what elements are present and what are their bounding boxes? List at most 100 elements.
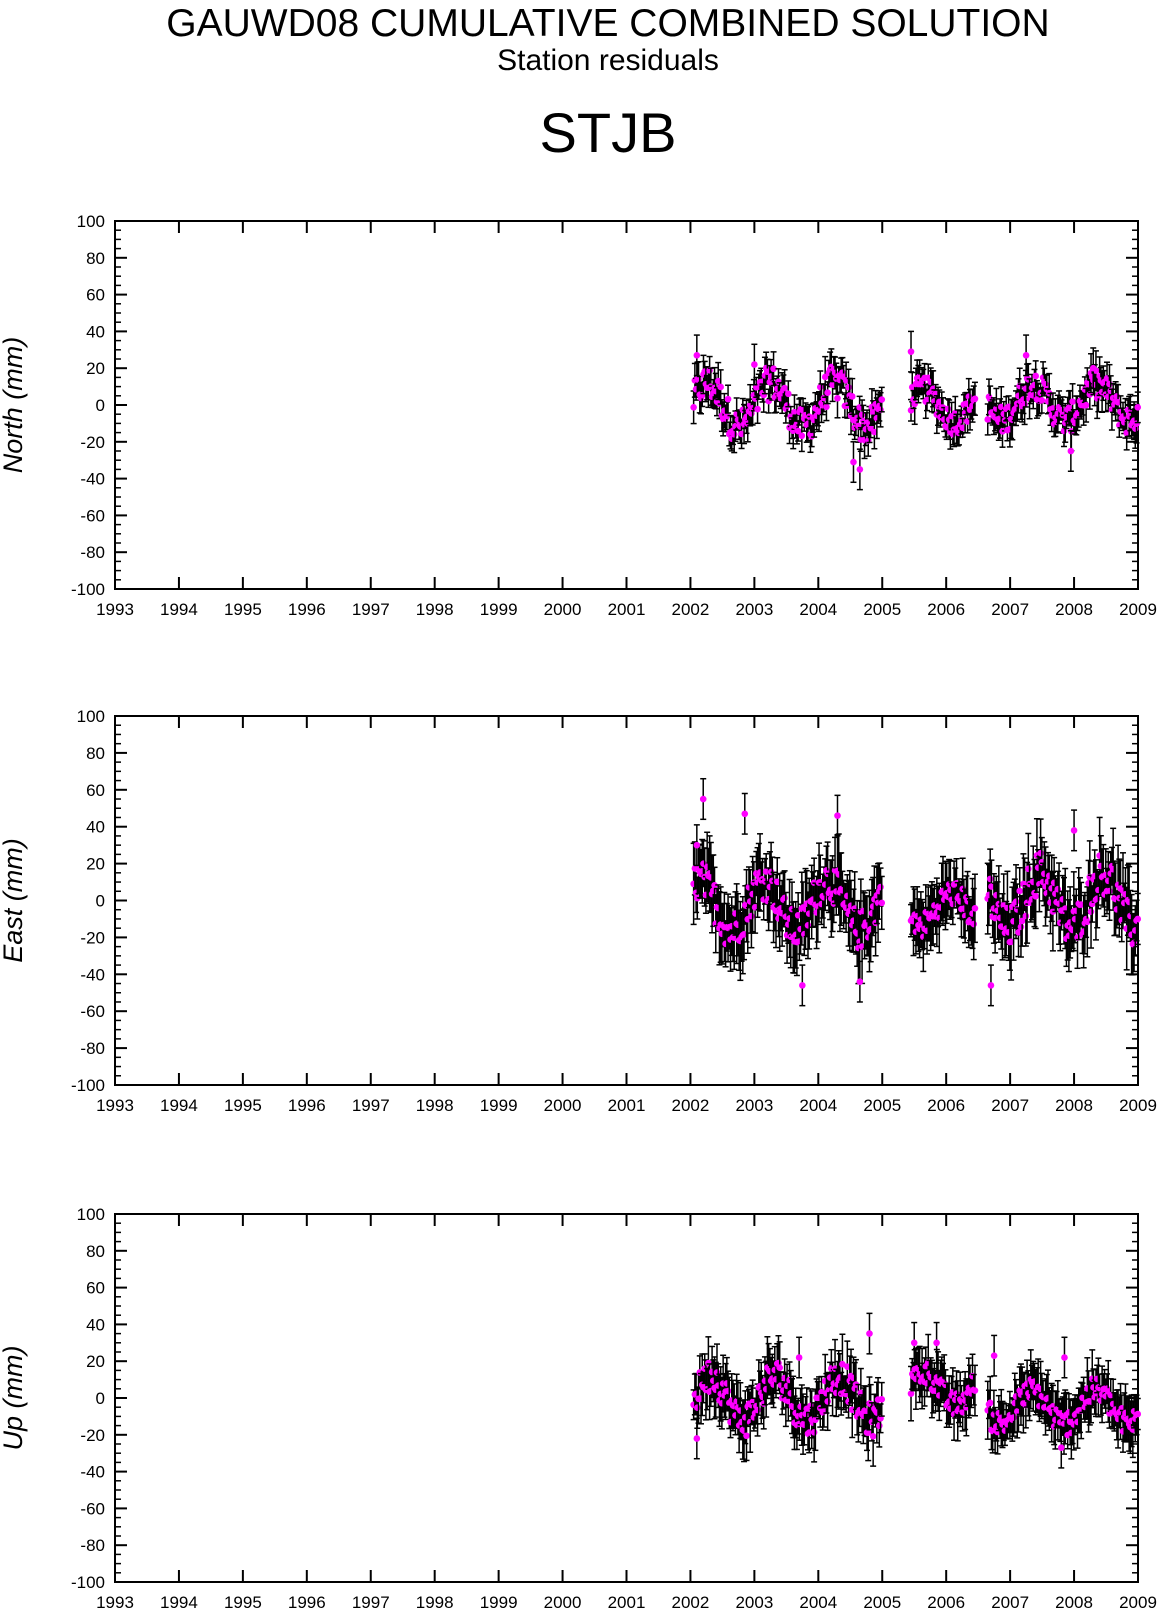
y-tick-label: -40	[80, 470, 105, 489]
y-tick-label: -60	[80, 1002, 105, 1021]
data-point	[1010, 1414, 1017, 1421]
x-tick-label: 1994	[160, 600, 198, 619]
data-point	[907, 1390, 915, 1397]
data-point	[1133, 420, 1140, 427]
data-point	[1061, 1354, 1068, 1361]
data-point	[694, 1404, 701, 1411]
data-point	[770, 365, 777, 373]
data-point	[911, 400, 919, 408]
data-point	[959, 424, 966, 432]
data-point	[1089, 364, 1097, 372]
y-tick-label: 60	[86, 286, 105, 305]
y-tick-label: -20	[80, 433, 105, 452]
data-point	[783, 402, 791, 409]
data-points	[690, 777, 1142, 1007]
main-title: GAUWD08 CUMULATIVE COMBINED SOLUTION	[166, 2, 1050, 45]
data-point	[875, 1422, 883, 1430]
data-point	[988, 883, 995, 890]
data-point	[1038, 397, 1046, 404]
x-tick-label: 1994	[160, 1096, 198, 1115]
data-point	[923, 396, 931, 404]
x-tick-label: 2003	[735, 1096, 773, 1115]
x-tick-label: 1999	[480, 600, 518, 619]
x-tick-label: 2000	[544, 1096, 582, 1115]
y-tick-label: 80	[86, 1242, 105, 1261]
data-point	[824, 1398, 831, 1405]
x-tick-label: 2008	[1055, 600, 1093, 619]
data-point	[987, 982, 995, 989]
y-axis-title: North (mm)	[0, 337, 28, 474]
data-point	[824, 389, 831, 397]
x-tick-label: 2003	[735, 1593, 773, 1612]
data-point	[958, 416, 965, 424]
x-tick-label: 2006	[927, 600, 965, 619]
y-tick-label: -80	[80, 1039, 105, 1058]
data-point	[949, 900, 957, 908]
data-point	[878, 1396, 886, 1403]
data-point	[1032, 372, 1039, 380]
data-point	[1103, 375, 1111, 382]
data-point	[971, 1387, 979, 1394]
x-tick-label: 2003	[735, 600, 773, 619]
data-point	[970, 920, 978, 928]
x-tick-label: 2009	[1119, 1096, 1157, 1115]
y-tick-label: 80	[86, 249, 105, 268]
data-point	[991, 914, 999, 922]
data-point	[762, 868, 770, 875]
data-point	[1067, 447, 1075, 455]
x-tick-label: 1995	[224, 1593, 262, 1612]
y-tick-label: -100	[71, 1076, 105, 1095]
data-point	[754, 405, 761, 413]
data-point	[971, 395, 979, 403]
data-point	[1069, 398, 1076, 405]
x-tick-label: 1997	[352, 1096, 390, 1115]
data-point	[791, 408, 798, 416]
y-tick-label: -60	[80, 1499, 105, 1518]
data-point	[730, 430, 738, 438]
data-point	[795, 1354, 803, 1361]
x-tick-label: 2005	[863, 1096, 901, 1115]
data-point	[773, 878, 781, 886]
y-axis-title: East (mm)	[0, 838, 28, 963]
data-point	[1084, 918, 1091, 926]
x-tick-label: 2008	[1055, 1096, 1093, 1115]
x-tick-label: 1996	[288, 1096, 326, 1115]
y-tick-label: -20	[80, 1426, 105, 1445]
x-tick-label: 1995	[224, 600, 262, 619]
data-point	[1017, 923, 1025, 931]
panel-up: 1993 1994 1995 1996 1997 1998 1999 2000 2001 2002…	[0, 1205, 1157, 1612]
y-tick-label: 40	[86, 1315, 105, 1334]
data-point	[1037, 849, 1044, 857]
data-point	[805, 1429, 813, 1436]
data-point	[785, 390, 792, 398]
data-point	[943, 423, 950, 431]
data-point	[794, 911, 802, 919]
data-point	[1134, 1410, 1142, 1418]
data-point	[693, 352, 701, 359]
data-point	[812, 1416, 819, 1424]
data-point	[785, 1397, 792, 1405]
y-tick-label: 100	[77, 1205, 105, 1224]
data-point	[794, 427, 802, 435]
data-point	[856, 978, 864, 985]
data-point	[699, 795, 707, 803]
data-point	[760, 391, 768, 399]
data-point	[971, 904, 979, 912]
x-tick-label: 1998	[416, 600, 454, 619]
data-point	[1049, 405, 1057, 412]
data-point	[936, 398, 943, 406]
x-tick-label: 1999	[480, 1593, 518, 1612]
data-point	[711, 881, 718, 889]
data-point	[717, 383, 724, 391]
data-point	[829, 381, 836, 389]
x-tick-label: 1997	[352, 1593, 390, 1612]
x-tick-label: 2001	[608, 600, 646, 619]
y-tick-label: -100	[71, 1573, 105, 1592]
x-tick-label: 2001	[608, 1593, 646, 1612]
data-point	[1057, 1444, 1065, 1451]
data-point	[844, 1363, 851, 1370]
data-point	[754, 1406, 761, 1414]
data-point	[848, 393, 856, 400]
data-point	[724, 395, 732, 403]
